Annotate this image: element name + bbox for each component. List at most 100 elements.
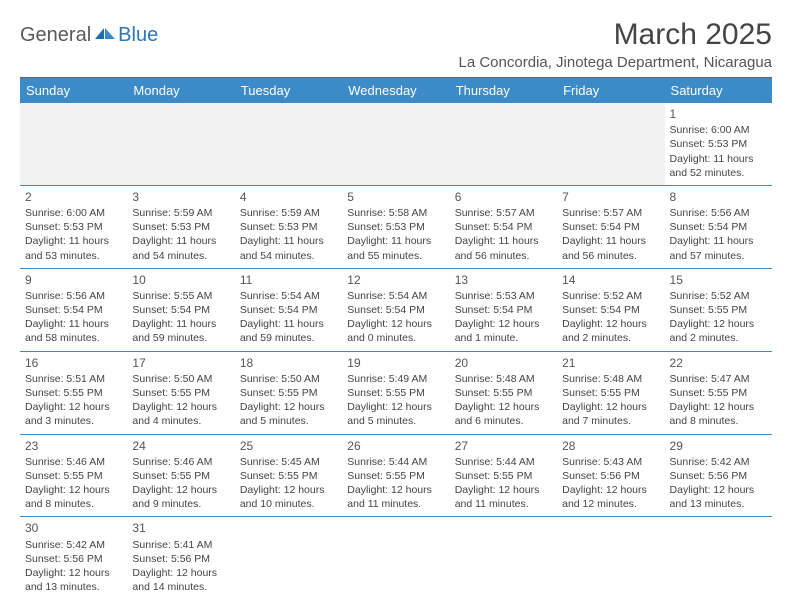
day-daylight2: and 7 minutes. bbox=[562, 414, 659, 428]
day-number: 4 bbox=[240, 189, 337, 205]
day-sunrise: Sunrise: 5:52 AM bbox=[670, 289, 767, 303]
day-sunset: Sunset: 5:55 PM bbox=[240, 469, 337, 483]
day-daylight1: Daylight: 12 hours bbox=[670, 483, 767, 497]
day-daylight1: Daylight: 11 hours bbox=[240, 234, 337, 248]
day-sunrise: Sunrise: 5:42 AM bbox=[670, 455, 767, 469]
day-daylight1: Daylight: 12 hours bbox=[132, 483, 229, 497]
day-daylight2: and 11 minutes. bbox=[455, 497, 552, 511]
day-sunrise: Sunrise: 5:44 AM bbox=[347, 455, 444, 469]
day-number: 28 bbox=[562, 438, 659, 454]
weekday-header: Tuesday bbox=[235, 78, 342, 103]
day-daylight2: and 9 minutes. bbox=[132, 497, 229, 511]
weekday-header: Saturday bbox=[665, 78, 772, 103]
calendar-blank-cell bbox=[450, 517, 557, 599]
day-sunset: Sunset: 5:56 PM bbox=[25, 552, 122, 566]
calendar-table: SundayMondayTuesdayWednesdayThursdayFrid… bbox=[20, 78, 772, 599]
calendar-week-row: 16Sunrise: 5:51 AMSunset: 5:55 PMDayligh… bbox=[20, 351, 772, 434]
day-daylight2: and 13 minutes. bbox=[25, 580, 122, 594]
day-sunrise: Sunrise: 5:41 AM bbox=[132, 538, 229, 552]
day-daylight2: and 58 minutes. bbox=[25, 331, 122, 345]
day-daylight2: and 12 minutes. bbox=[562, 497, 659, 511]
calendar-blank-cell bbox=[557, 517, 664, 599]
day-number: 18 bbox=[240, 355, 337, 371]
calendar-day-cell: 25Sunrise: 5:45 AMSunset: 5:55 PMDayligh… bbox=[235, 434, 342, 517]
day-number: 12 bbox=[347, 272, 444, 288]
day-sunset: Sunset: 5:55 PM bbox=[455, 386, 552, 400]
calendar-day-cell: 31Sunrise: 5:41 AMSunset: 5:56 PMDayligh… bbox=[127, 517, 234, 599]
day-number: 7 bbox=[562, 189, 659, 205]
calendar-day-cell: 24Sunrise: 5:46 AMSunset: 5:55 PMDayligh… bbox=[127, 434, 234, 517]
calendar-day-cell: 17Sunrise: 5:50 AMSunset: 5:55 PMDayligh… bbox=[127, 351, 234, 434]
day-sunset: Sunset: 5:54 PM bbox=[455, 220, 552, 234]
day-sunset: Sunset: 5:54 PM bbox=[25, 303, 122, 317]
weekday-header-row: SundayMondayTuesdayWednesdayThursdayFrid… bbox=[20, 78, 772, 103]
day-daylight2: and 13 minutes. bbox=[670, 497, 767, 511]
calendar-day-cell: 3Sunrise: 5:59 AMSunset: 5:53 PMDaylight… bbox=[127, 185, 234, 268]
day-number: 13 bbox=[455, 272, 552, 288]
day-sunrise: Sunrise: 5:55 AM bbox=[132, 289, 229, 303]
day-daylight2: and 54 minutes. bbox=[132, 249, 229, 263]
day-number: 2 bbox=[25, 189, 122, 205]
day-number: 1 bbox=[670, 106, 767, 122]
day-daylight1: Daylight: 12 hours bbox=[670, 317, 767, 331]
day-sunset: Sunset: 5:54 PM bbox=[562, 220, 659, 234]
calendar-day-cell: 21Sunrise: 5:48 AMSunset: 5:55 PMDayligh… bbox=[557, 351, 664, 434]
day-sunset: Sunset: 5:55 PM bbox=[132, 386, 229, 400]
day-sunset: Sunset: 5:55 PM bbox=[562, 386, 659, 400]
calendar-day-cell: 23Sunrise: 5:46 AMSunset: 5:55 PMDayligh… bbox=[20, 434, 127, 517]
day-number: 27 bbox=[455, 438, 552, 454]
day-sunrise: Sunrise: 5:54 AM bbox=[347, 289, 444, 303]
day-sunset: Sunset: 5:55 PM bbox=[132, 469, 229, 483]
calendar-day-cell: 12Sunrise: 5:54 AMSunset: 5:54 PMDayligh… bbox=[342, 268, 449, 351]
calendar-blank-cell bbox=[20, 103, 127, 185]
day-sunrise: Sunrise: 5:57 AM bbox=[455, 206, 552, 220]
day-daylight1: Daylight: 11 hours bbox=[670, 234, 767, 248]
day-sunrise: Sunrise: 5:43 AM bbox=[562, 455, 659, 469]
day-number: 30 bbox=[25, 520, 122, 536]
day-daylight1: Daylight: 12 hours bbox=[240, 483, 337, 497]
day-sunset: Sunset: 5:55 PM bbox=[670, 386, 767, 400]
day-daylight1: Daylight: 12 hours bbox=[240, 400, 337, 414]
day-sunrise: Sunrise: 5:48 AM bbox=[562, 372, 659, 386]
day-sunrise: Sunrise: 5:48 AM bbox=[455, 372, 552, 386]
day-sunset: Sunset: 5:53 PM bbox=[347, 220, 444, 234]
day-sunrise: Sunrise: 5:45 AM bbox=[240, 455, 337, 469]
day-daylight1: Daylight: 12 hours bbox=[347, 400, 444, 414]
calendar-day-cell: 10Sunrise: 5:55 AMSunset: 5:54 PMDayligh… bbox=[127, 268, 234, 351]
day-daylight1: Daylight: 12 hours bbox=[562, 483, 659, 497]
day-daylight1: Daylight: 11 hours bbox=[670, 152, 767, 166]
day-daylight1: Daylight: 11 hours bbox=[132, 317, 229, 331]
day-daylight2: and 59 minutes. bbox=[240, 331, 337, 345]
day-daylight2: and 55 minutes. bbox=[347, 249, 444, 263]
day-sunrise: Sunrise: 6:00 AM bbox=[25, 206, 122, 220]
calendar-day-cell: 27Sunrise: 5:44 AMSunset: 5:55 PMDayligh… bbox=[450, 434, 557, 517]
day-daylight1: Daylight: 12 hours bbox=[455, 483, 552, 497]
day-sunset: Sunset: 5:54 PM bbox=[240, 303, 337, 317]
month-title: March 2025 bbox=[458, 18, 772, 52]
day-number: 6 bbox=[455, 189, 552, 205]
day-daylight1: Daylight: 12 hours bbox=[132, 400, 229, 414]
day-sunset: Sunset: 5:55 PM bbox=[455, 469, 552, 483]
day-daylight1: Daylight: 12 hours bbox=[25, 400, 122, 414]
day-daylight2: and 8 minutes. bbox=[670, 414, 767, 428]
day-daylight2: and 52 minutes. bbox=[670, 166, 767, 180]
calendar-day-cell: 22Sunrise: 5:47 AMSunset: 5:55 PMDayligh… bbox=[665, 351, 772, 434]
day-sunset: Sunset: 5:56 PM bbox=[562, 469, 659, 483]
day-daylight1: Daylight: 11 hours bbox=[562, 234, 659, 248]
calendar-blank-cell bbox=[342, 517, 449, 599]
day-number: 9 bbox=[25, 272, 122, 288]
day-daylight2: and 5 minutes. bbox=[347, 414, 444, 428]
day-number: 16 bbox=[25, 355, 122, 371]
calendar-week-row: 30Sunrise: 5:42 AMSunset: 5:56 PMDayligh… bbox=[20, 517, 772, 599]
day-number: 25 bbox=[240, 438, 337, 454]
day-daylight2: and 56 minutes. bbox=[562, 249, 659, 263]
calendar-week-row: 23Sunrise: 5:46 AMSunset: 5:55 PMDayligh… bbox=[20, 434, 772, 517]
day-number: 26 bbox=[347, 438, 444, 454]
day-number: 10 bbox=[132, 272, 229, 288]
day-sunset: Sunset: 5:53 PM bbox=[240, 220, 337, 234]
day-number: 22 bbox=[670, 355, 767, 371]
day-number: 5 bbox=[347, 189, 444, 205]
day-sunset: Sunset: 5:54 PM bbox=[670, 220, 767, 234]
day-number: 21 bbox=[562, 355, 659, 371]
day-sunset: Sunset: 5:56 PM bbox=[132, 552, 229, 566]
